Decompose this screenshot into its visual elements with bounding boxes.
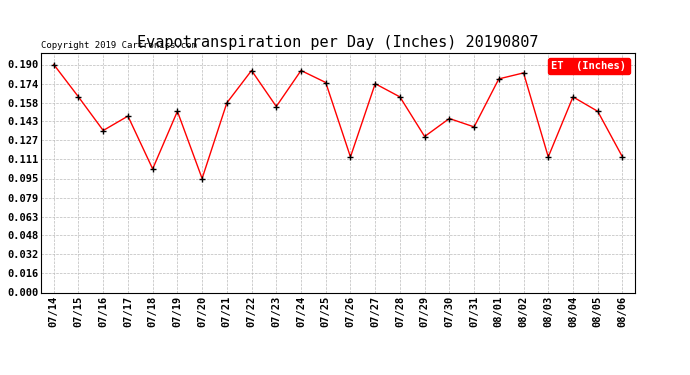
Text: Copyright 2019 Cartronics.com: Copyright 2019 Cartronics.com [41,41,197,50]
Title: Evapotranspiration per Day (Inches) 20190807: Evapotranspiration per Day (Inches) 2019… [137,35,539,50]
Legend: ET  (Inches): ET (Inches) [549,58,629,74]
